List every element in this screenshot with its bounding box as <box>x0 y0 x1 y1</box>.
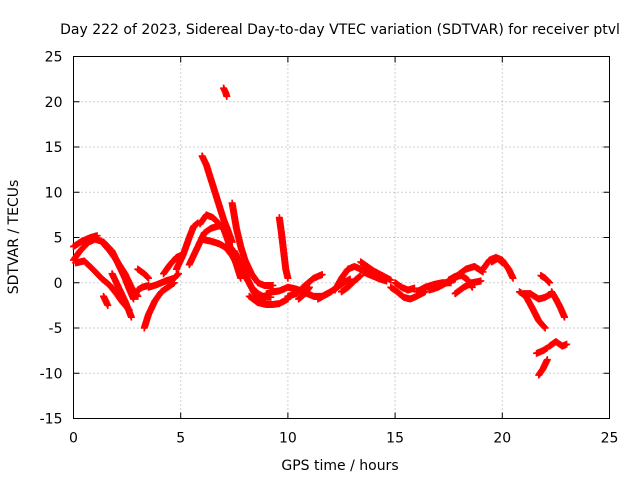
series-arc-36 <box>453 262 487 280</box>
data-point <box>127 313 135 321</box>
chart-title: Day 222 of 2023, Sidereal Day-to-day VTE… <box>60 22 620 38</box>
data-point <box>383 277 391 285</box>
data-point <box>262 300 270 308</box>
x-tick-label: 10 <box>279 431 297 447</box>
series-arc-23 <box>284 271 326 300</box>
data-point <box>214 219 222 227</box>
data-points <box>70 84 571 379</box>
data-point <box>497 258 505 266</box>
series-arc-29 <box>359 268 391 285</box>
x-tick-label: 25 <box>601 431 619 447</box>
data-point <box>104 301 112 309</box>
y-tick-label: -5 <box>49 321 63 337</box>
y-tick-label: -10 <box>40 366 63 382</box>
series-arc-45 <box>545 338 571 350</box>
y-tick-labels: -15 -10 -5 0 5 10 15 20 25 <box>40 50 63 428</box>
y-axis-title: SDTVAR / TECUs <box>6 180 22 295</box>
series-arc-35 <box>451 277 485 298</box>
y-tick-label: -15 <box>40 412 63 428</box>
data-point <box>175 270 183 278</box>
data-point <box>174 271 182 279</box>
data-point <box>543 356 551 364</box>
data-point <box>215 220 223 228</box>
y-tick-label: 10 <box>45 185 63 201</box>
series-arc-44 <box>533 344 551 357</box>
series-arc-17 <box>220 84 231 100</box>
y-tick-label: 25 <box>45 50 63 66</box>
x-tick-label: 20 <box>493 431 511 447</box>
series-arc-10 <box>145 270 183 291</box>
data-point <box>477 277 485 285</box>
data-point <box>541 324 549 332</box>
series-arc-27 <box>338 272 365 296</box>
data-point <box>509 274 517 282</box>
data-point <box>144 273 152 281</box>
series-arc-6 <box>108 270 135 321</box>
data-point <box>498 259 506 267</box>
data-point <box>223 92 231 100</box>
series-arc-24 <box>295 283 313 303</box>
data-point <box>284 274 292 282</box>
data-point <box>305 283 313 291</box>
x-tick-label: 15 <box>386 431 404 447</box>
y-tick-label: 15 <box>45 140 63 156</box>
y-tick-label: 5 <box>54 231 63 247</box>
series-arc-11 <box>160 252 185 278</box>
x-axis-title: GPS time / hours <box>281 458 398 474</box>
series-arc-14 <box>196 211 223 228</box>
axis-ticks <box>73 56 610 419</box>
series-arc-26 <box>331 262 371 294</box>
data-point <box>545 279 553 287</box>
data-point <box>560 313 568 321</box>
grid <box>73 56 610 419</box>
series-arc-41 <box>537 272 553 287</box>
x-tick-label: 5 <box>176 431 185 447</box>
series-arc-31 <box>391 279 418 294</box>
series-arc-18 <box>228 199 277 289</box>
series-arc-4 <box>100 292 112 309</box>
series-arc-42 <box>548 288 568 321</box>
series-arc-21 <box>275 214 292 282</box>
series-arc-16 <box>198 152 236 246</box>
series-arc-2 <box>70 232 101 251</box>
series-arc-43 <box>535 356 551 379</box>
data-point <box>540 323 548 331</box>
series-arc-9 <box>140 279 178 332</box>
data-point <box>318 271 326 279</box>
data-point <box>93 232 101 240</box>
data-point <box>545 278 553 286</box>
data-point <box>563 340 571 348</box>
y-tick-label: 0 <box>54 276 63 292</box>
y-tick-label: 20 <box>45 95 63 111</box>
data-point <box>269 281 277 289</box>
x-tick-label: 0 <box>69 431 78 447</box>
data-point <box>145 274 153 282</box>
series-arc-8 <box>134 265 153 282</box>
series-arc-20 <box>245 292 270 308</box>
data-point <box>228 238 236 246</box>
series-arc-15 <box>198 235 275 301</box>
x-tick-labels: 0 5 10 15 20 25 <box>69 431 618 447</box>
series-arc-39 <box>515 288 549 332</box>
series-arc-38 <box>488 254 506 267</box>
